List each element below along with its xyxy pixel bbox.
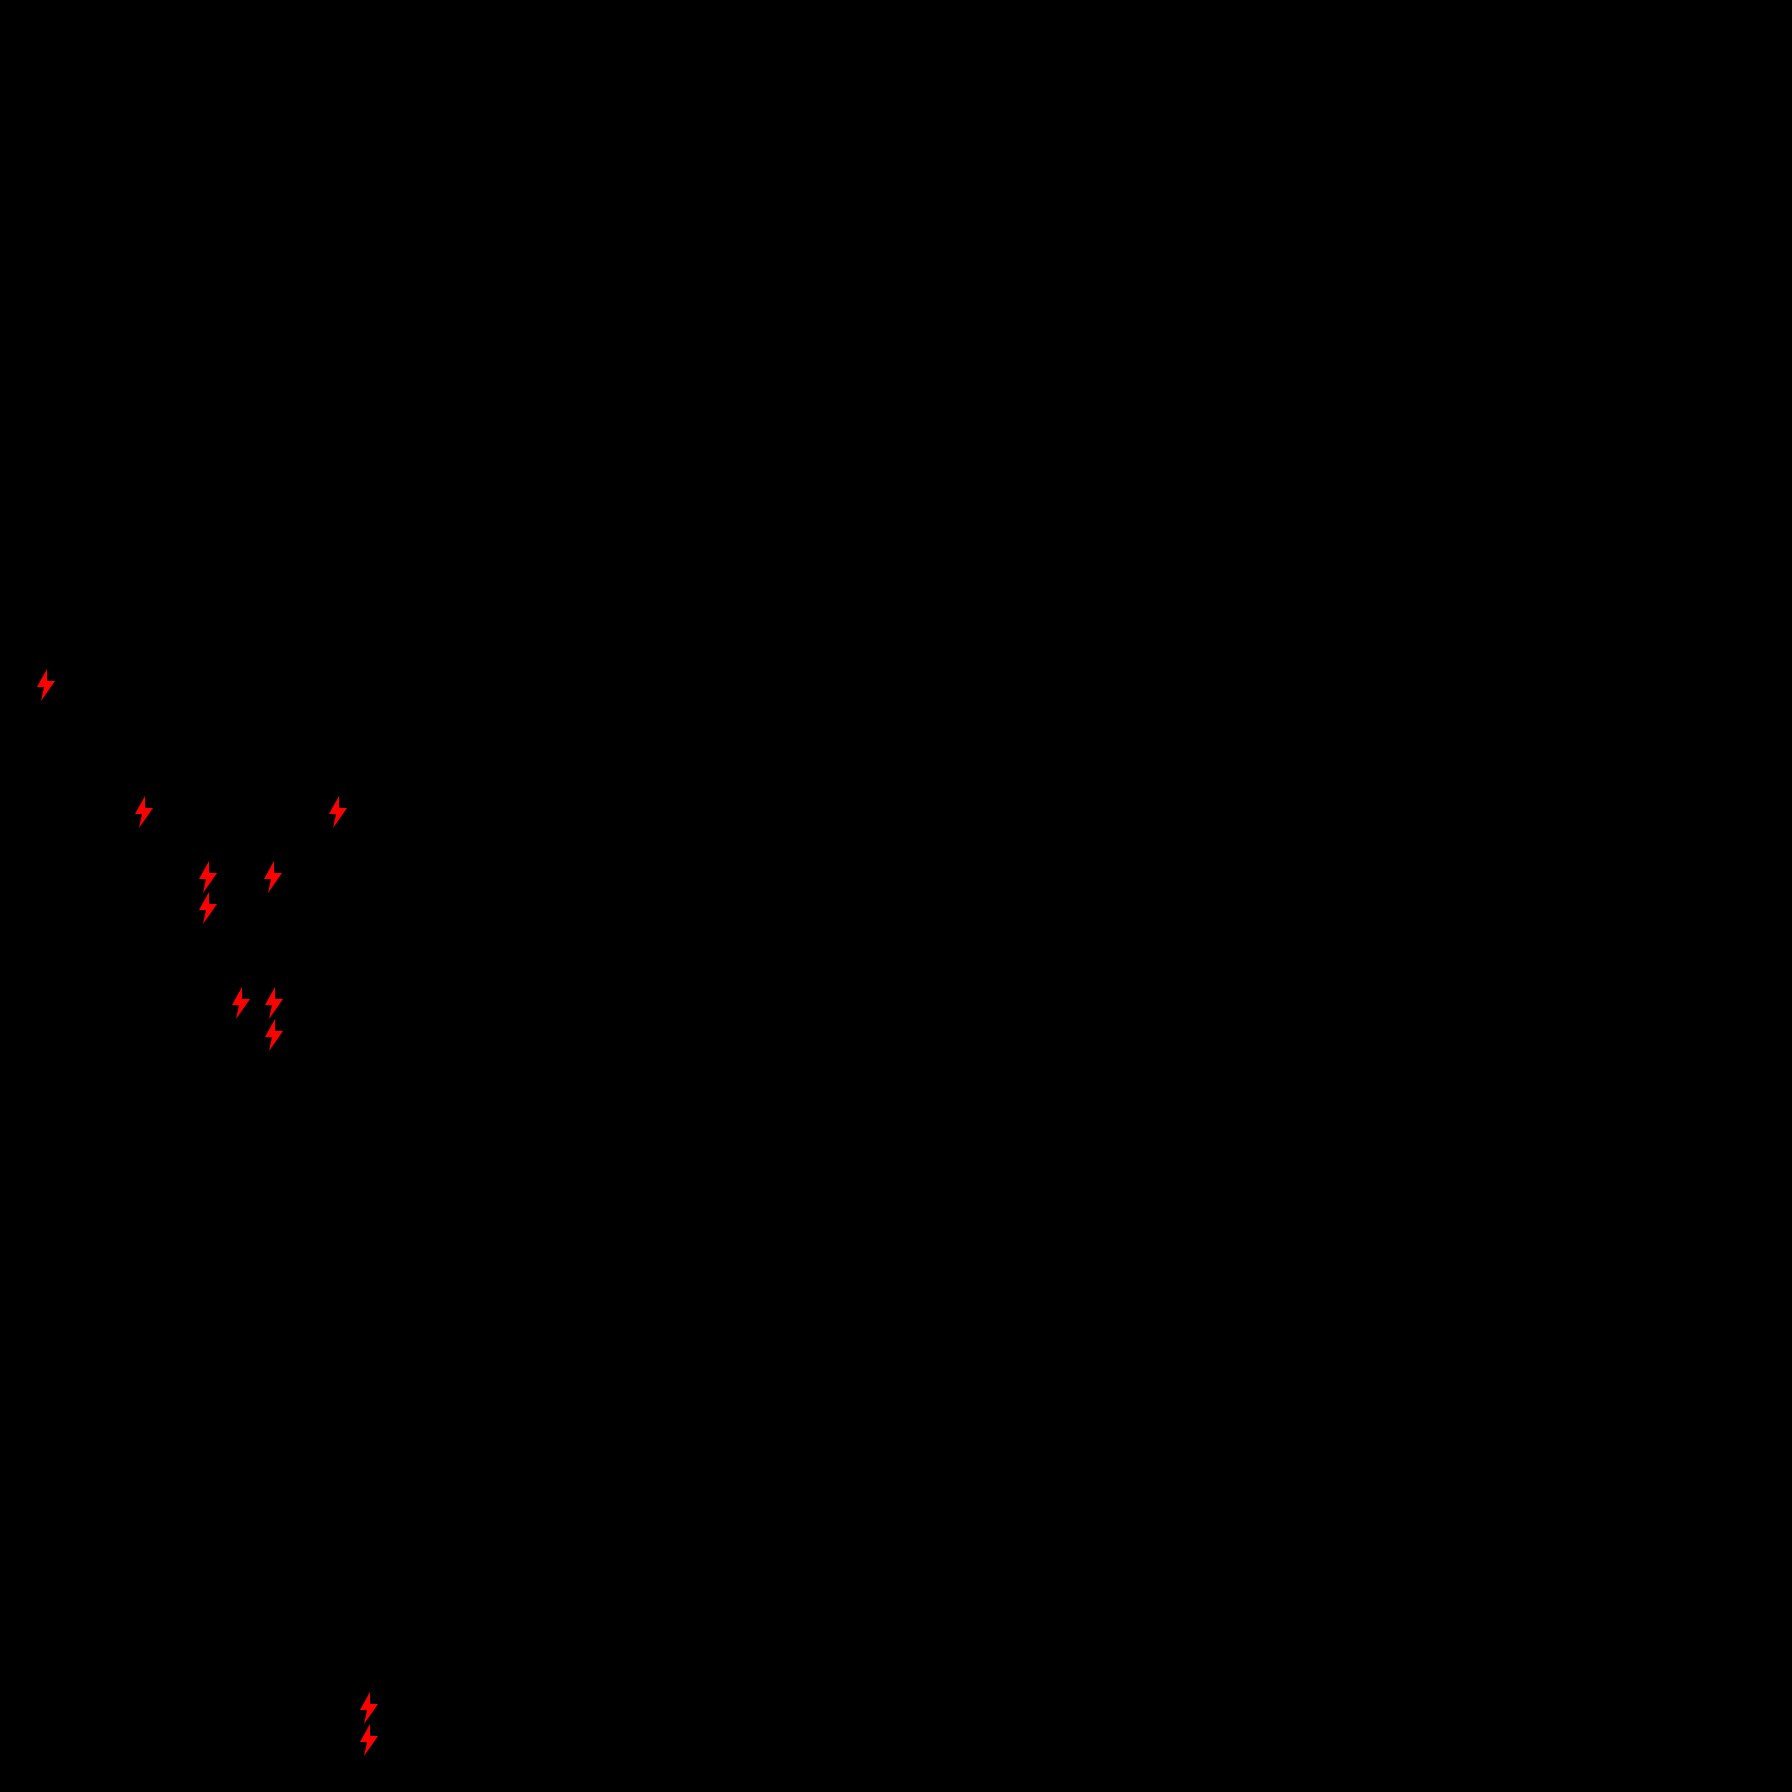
lightning-bolt-icon: [261, 1019, 285, 1051]
lightning-bolt-icon: [131, 796, 155, 828]
lightning-bolt-icon: [195, 892, 219, 924]
lightning-bolt-icon: [261, 987, 285, 1019]
lightning-bolt-icon: [356, 1692, 380, 1724]
background-canvas: [0, 0, 1792, 1792]
lightning-bolt-icon: [228, 987, 252, 1019]
lightning-bolt-icon: [195, 861, 219, 893]
lightning-bolt-icon: [33, 669, 57, 701]
lightning-bolt-icon: [356, 1724, 380, 1756]
lightning-bolt-icon: [325, 796, 349, 828]
lightning-bolt-icon: [260, 861, 284, 893]
